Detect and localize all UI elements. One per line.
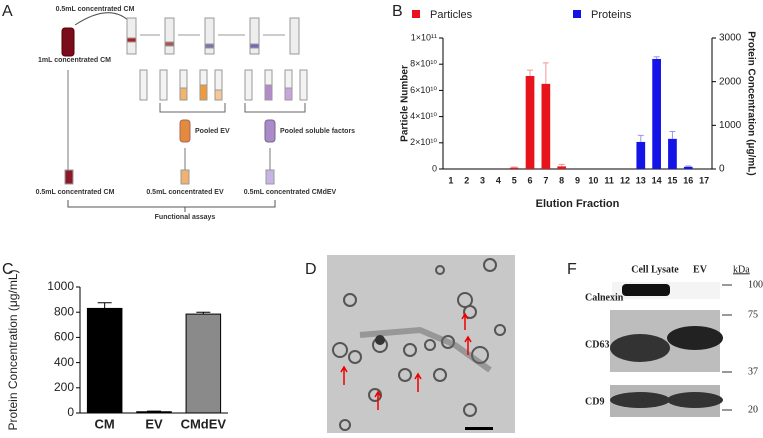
bar [541, 83, 551, 169]
y-tick-label: 800 [54, 304, 74, 318]
x-tick-label: CMdEV [181, 416, 227, 431]
panel-label: F [567, 261, 577, 278]
bar [86, 307, 123, 414]
x-tick-label: CM [95, 416, 115, 431]
legend-swatch [573, 10, 581, 18]
error-bar [653, 56, 660, 59]
panel-label: D [305, 261, 317, 278]
bar [652, 58, 661, 169]
blot-column: Cell Lysate [631, 264, 679, 275]
diagram-label: Pooled soluble factors [280, 128, 355, 135]
bar [683, 166, 693, 169]
y-tick-label: 200 [54, 380, 74, 394]
blot-row-label: CD9 [585, 396, 604, 407]
error-bar [196, 311, 211, 315]
diagram-label: Pooled EV [195, 128, 230, 135]
y-tick-label: 600 [54, 330, 74, 344]
legend-swatch [412, 10, 420, 18]
y-tick-label: 2×10¹⁰ [410, 137, 437, 147]
blot-unit: kDa [733, 264, 750, 275]
error-bar [511, 166, 518, 168]
diagram-label: Functional assays [155, 214, 216, 221]
panel-label: C [2, 261, 14, 278]
y-axis-label: Protein Concentration (μg/mL) [6, 270, 20, 431]
diagram-label: 0.5mL concentrated CMdEV [244, 189, 337, 196]
x-tick-label: 10 [588, 175, 598, 185]
error-bar [637, 134, 644, 142]
error-bar [685, 165, 692, 167]
x-tick-label: 11 [604, 175, 614, 185]
diagram-label: 0.5mL concentrated CM [36, 189, 115, 196]
y-tick-label: 4×10¹⁰ [410, 111, 437, 121]
error-bar [527, 69, 534, 76]
x-tick-label: 1 [448, 175, 453, 185]
western-blot [610, 282, 732, 417]
error-bar [97, 302, 112, 309]
y-tick-label: 8×10¹⁰ [410, 59, 437, 69]
x-tick-label: 4 [496, 175, 501, 185]
x-tick-label: 9 [575, 175, 580, 185]
tem-micrograph [327, 255, 515, 433]
diagram-label: 0.5mL concentrated EV [146, 189, 224, 196]
error-bar [542, 62, 549, 84]
y2-tick-label: 1000 [719, 120, 742, 131]
x-tick-label: 17 [699, 175, 709, 185]
error-bar [669, 130, 676, 139]
y2-tick-label: 3000 [719, 33, 742, 44]
bar [185, 313, 222, 414]
y2-tick-label: 0 [719, 164, 725, 175]
legend-label: Proteins [591, 9, 632, 21]
blot-row-label: CD63 [585, 339, 609, 350]
blot-marker: 20 [748, 404, 758, 415]
bar [668, 138, 677, 169]
y-tick-label: 400 [54, 355, 74, 369]
x-tick-label: 5 [512, 175, 517, 185]
bar [525, 75, 535, 169]
y-tick-label: 0 [432, 163, 437, 173]
y-tick-label: 1000 [47, 279, 74, 293]
bar [557, 166, 567, 169]
bar [136, 411, 172, 414]
legend-label: Particles [430, 9, 473, 21]
x-tick-label: 15 [667, 175, 677, 185]
x-tick-label: 3 [480, 175, 485, 185]
error-bar [558, 163, 565, 167]
blot-marker: 75 [748, 309, 758, 320]
x-tick-label: 2 [464, 175, 469, 185]
panel-label: B [392, 3, 403, 20]
panel-label: A [2, 3, 13, 20]
x-tick-label: EV [145, 416, 163, 431]
error-bar [147, 410, 161, 412]
y-tick-label: 1×10¹¹ [411, 32, 437, 42]
diagram-label: 1mL concentrated CM [38, 57, 111, 64]
x-tick-label: 12 [620, 175, 630, 185]
x-tick-label: 7 [543, 175, 548, 185]
x-tick-label: 13 [636, 175, 646, 185]
blot-marker: 37 [748, 366, 758, 377]
x-tick-label: 14 [652, 175, 662, 185]
dynamic-layer: A B C D F 0.5mL concentrated CM 1mL concentrat… [2, 3, 763, 431]
blot-column: EV [693, 264, 708, 275]
y2-axis-label: Protein Concentration (μg/mL) [745, 31, 756, 175]
diagram-label: 0.5mL concentrated CM [56, 6, 135, 13]
blot-row-label: Calnexin [585, 292, 624, 303]
y-tick-label: 6×10¹⁰ [410, 85, 437, 95]
workflow-diagram [61, 12, 308, 212]
blot-marker: 100 [748, 279, 763, 290]
x-tick-label: 16 [683, 175, 693, 185]
x-tick-label: 8 [559, 175, 564, 185]
x-tick-label: 6 [528, 175, 533, 185]
y2-tick-label: 2000 [719, 76, 742, 87]
y-tick-label: 0 [67, 405, 74, 419]
bar [509, 167, 519, 169]
bar [636, 141, 646, 169]
y-axis-label: Particle Number [400, 65, 411, 142]
x-axis-label: Elution Fraction [536, 198, 620, 210]
